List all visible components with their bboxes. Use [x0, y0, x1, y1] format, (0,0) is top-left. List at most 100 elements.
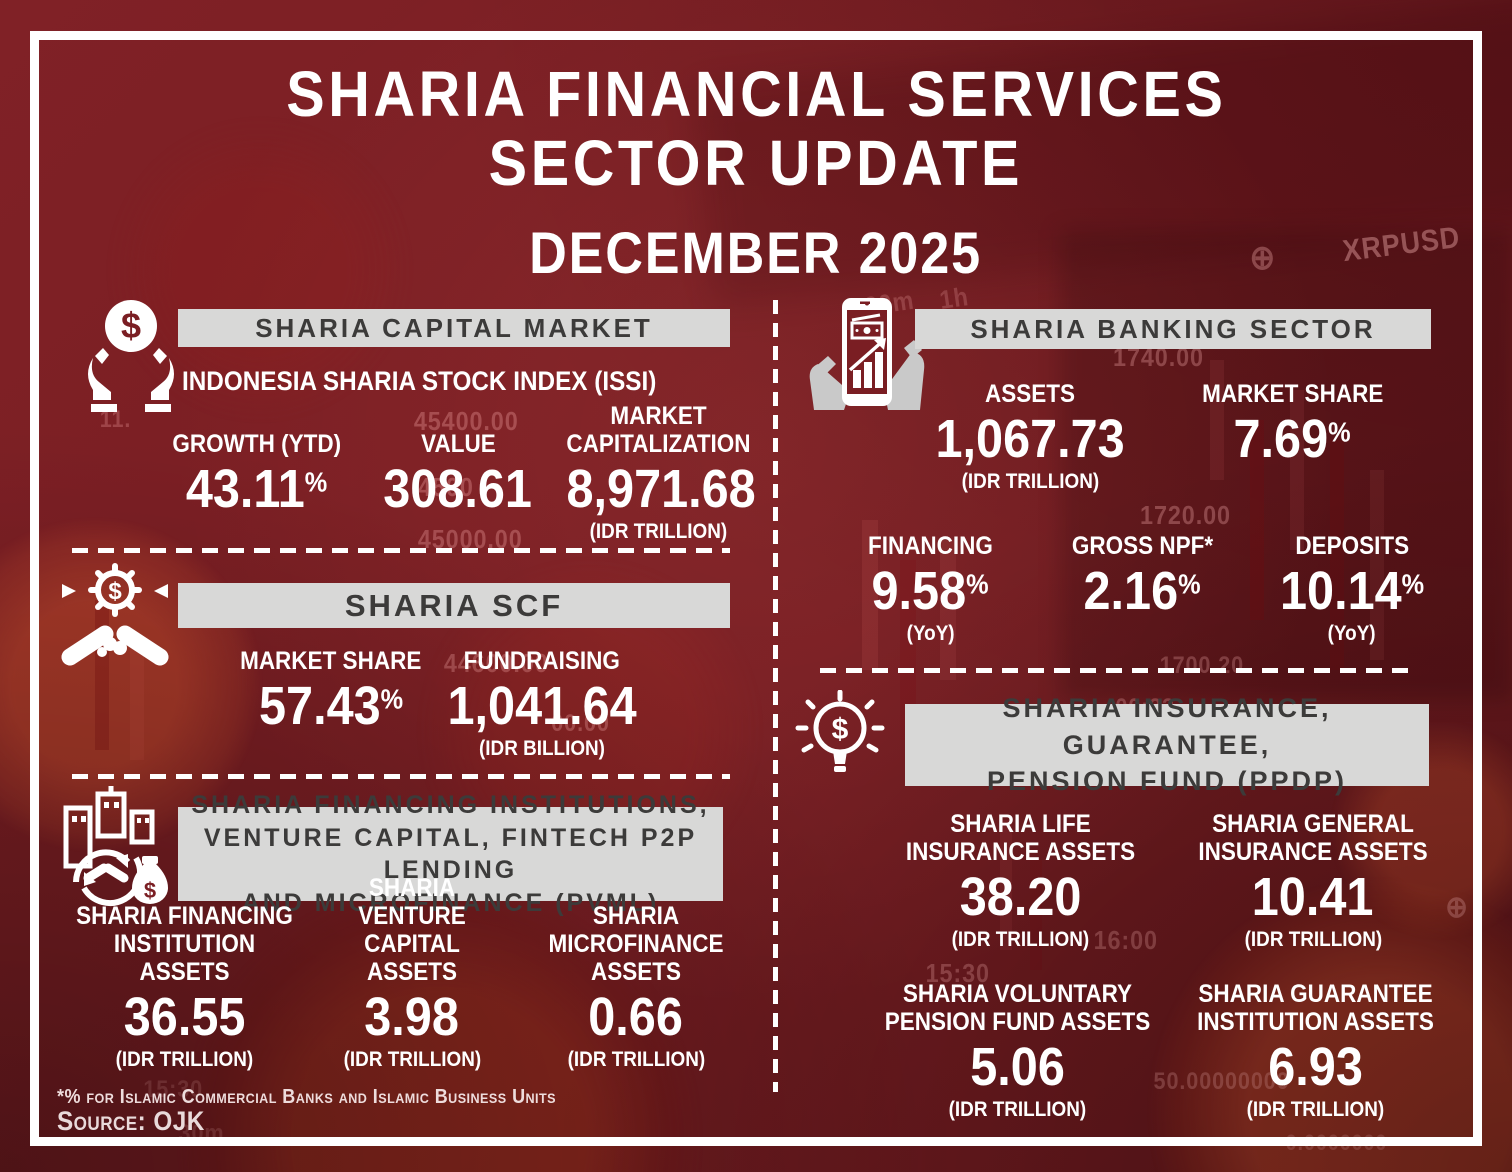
stat-value: 36.55: [62, 990, 307, 1044]
value-unit: %: [1178, 568, 1201, 600]
stat-value: 9.58%: [838, 564, 1023, 618]
stat-value: 2.16%: [1042, 564, 1242, 618]
stat-venture-capital-assets: SHARIA VENTURE CAPITAL ASSETS 3.98 (IDR …: [312, 874, 512, 1072]
stat-note: (IDR TRILLION): [343, 1048, 481, 1071]
stat-label: SHARIA VOLUNTARY PENSION FUND ASSETS: [884, 980, 1151, 1036]
watermark-text: 0.0000000: [1285, 1130, 1388, 1155]
stat-value: 0.66: [516, 990, 756, 1044]
section-header-line: PENSION FUND (PPDP): [986, 766, 1348, 797]
stat-label: DEPOSITS: [1295, 532, 1409, 560]
footnote: *% for Islamic Commercial Banks and Isla…: [57, 1086, 557, 1108]
hands-dollar-icon: $: [85, 298, 177, 421]
value-number: 2.16: [1083, 561, 1179, 621]
stat-note: (YoY): [1328, 622, 1376, 645]
stat-note: (YoY): [906, 622, 955, 645]
title-block: SHARIA FINANCIAL SERVICES SECTOR UPDATE …: [0, 58, 1512, 287]
stat-note: (IDR TRILLION): [1244, 928, 1382, 951]
value-number: 6.93: [1268, 1037, 1363, 1097]
gear-handshake-icon: $: [60, 560, 170, 681]
value-unit: %: [966, 568, 990, 600]
stat-label: FUNDRAISING: [463, 647, 621, 675]
stat-value: 7.69%: [1180, 412, 1405, 466]
stat-label: SHARIA MICROFINANCE ASSETS: [548, 902, 724, 986]
value-number: 8,971.68: [566, 459, 756, 519]
page-title-line2: SECTOR UPDATE: [488, 127, 1024, 200]
stat-value: 6.93: [1168, 1040, 1463, 1094]
stat-scf-fundraising: FUNDRAISING 1,041.64 (IDR BILLION): [428, 645, 656, 761]
stat-value: 43.11%: [162, 462, 352, 516]
stat-banking-assets: ASSETS 1,067.73 (IDR TRILLION): [915, 378, 1145, 494]
stat-value: 1,067.73: [915, 412, 1145, 466]
value-number: 10.14: [1279, 561, 1402, 621]
value-number: 9.58: [871, 561, 967, 621]
divider-left-2: [72, 774, 730, 779]
stat-label: SHARIA FINANCING INSTITUTION ASSETS: [76, 902, 293, 986]
value-number: 36.55: [123, 987, 246, 1047]
value-number: 57.43: [258, 676, 381, 736]
divider-vertical: [773, 300, 778, 1092]
stat-label: SHARIA GENERAL INSURANCE ASSETS: [1198, 810, 1428, 866]
value-number: 308.61: [383, 459, 533, 519]
value-number: 7.69: [1233, 409, 1329, 469]
stat-value: 10.41: [1168, 870, 1458, 924]
section-header-scf: SHARIA SCF: [178, 583, 730, 628]
stat-life-insurance-assets: SHARIA LIFE INSURANCE ASSETS 38.20 (IDR …: [868, 808, 1173, 952]
stat-banking-deposits: DEPOSITS 10.14% (YoY): [1252, 530, 1452, 646]
stat-label: SHARIA GUARANTEE INSTITUTION ASSETS: [1197, 980, 1434, 1036]
stat-label: GROSS NPF*: [1071, 532, 1213, 560]
stat-banking-gross-npf: GROSS NPF* 2.16%: [1042, 530, 1242, 618]
stat-label: SHARIA VENTURE CAPITAL ASSETS: [358, 874, 466, 986]
value-number: 1,067.73: [935, 409, 1125, 469]
stat-label: ASSETS: [984, 380, 1076, 408]
stat-market-capitalization: MARKET CAPITALIZATION 8,971.68 (IDR TRIL…: [556, 400, 761, 544]
stat-note: (IDR TRILLION): [115, 1048, 254, 1071]
stat-value: 57.43%: [225, 679, 437, 733]
stat-voluntary-pension-assets: SHARIA VOLUNTARY PENSION FUND ASSETS 5.0…: [860, 978, 1175, 1122]
stat-label: FINANCING: [867, 532, 993, 560]
divider-right-1: [820, 668, 1418, 673]
page-title-line1: SHARIA FINANCIAL SERVICES: [285, 58, 1227, 130]
stat-growth-ytd: GROWTH (YTD) 43.11%: [162, 400, 352, 516]
stat-label: MARKET CAPITALIZATION: [566, 402, 751, 458]
stat-value: 5.06: [860, 1040, 1175, 1094]
stat-general-insurance-assets: SHARIA GENERAL INSURANCE ASSETS 10.41 (I…: [1168, 808, 1458, 952]
value-unit: %: [1328, 416, 1352, 448]
stat-note: (IDR TRILLION): [948, 1098, 1087, 1121]
mobile-banking-icon: [800, 294, 936, 423]
stat-value: 308.61: [368, 462, 548, 516]
section-header-label: SHARIA BANKING SECTOR: [970, 313, 1376, 344]
section-header-line: AND MICROFINANCE (PVML): [241, 888, 660, 917]
value-number: 5.06: [970, 1037, 1065, 1097]
svg-text:$: $: [144, 878, 156, 903]
source-label: Source: OJK: [57, 1106, 205, 1136]
stat-issi-value: VALUE 308.61: [368, 400, 548, 516]
stat-financing-institution-assets: SHARIA FINANCING INSTITUTION ASSETS 36.5…: [62, 902, 307, 1072]
value-unit: %: [380, 683, 404, 715]
stat-note: (IDR BILLION): [478, 737, 605, 760]
svg-text:$: $: [108, 578, 122, 605]
section-header-ppdp: SHARIA INSURANCE, GUARANTEE, PENSION FUN…: [905, 693, 1429, 796]
stat-label: MARKET SHARE: [1201, 380, 1384, 408]
svg-text:$: $: [832, 713, 849, 746]
stat-microfinance-assets: SHARIA MICROFINANCE ASSETS 0.66 (IDR TRI…: [516, 902, 756, 1072]
value-unit: %: [1401, 568, 1425, 600]
watermark-text: 1720.00: [1140, 500, 1231, 530]
stat-label: MARKET SHARE: [240, 647, 422, 675]
page-title-date: DECEMBER 2025: [529, 221, 983, 287]
stat-value: 38.20: [868, 870, 1173, 924]
section-header-capital-market: SHARIA CAPITAL MARKET: [178, 309, 730, 347]
stat-note: (IDR TRILLION): [951, 928, 1090, 951]
stat-label: VALUE: [420, 430, 496, 458]
financing-institutions-icon: $: [58, 786, 176, 915]
stat-value: 1,041.64: [428, 679, 656, 733]
section-header-pvml: SHARIA FINANCING INSTITUTIONS, VENTURE C…: [178, 791, 723, 917]
stat-scf-market-share: MARKET SHARE 57.43%: [225, 645, 437, 733]
section-header-line: SHARIA FINANCING INSTITUTIONS,: [191, 791, 710, 819]
section-header-banking: SHARIA BANKING SECTOR: [915, 309, 1431, 349]
value-number: 3.98: [364, 987, 460, 1047]
stat-note: (IDR TRILLION): [567, 1048, 705, 1071]
stat-label: GROWTH (YTD): [172, 430, 342, 458]
watermark-text: 1700.20: [1159, 652, 1245, 679]
stat-banking-financing: FINANCING 9.58% (YoY): [838, 530, 1023, 646]
stat-label: SHARIA LIFE INSURANCE ASSETS: [905, 810, 1136, 866]
